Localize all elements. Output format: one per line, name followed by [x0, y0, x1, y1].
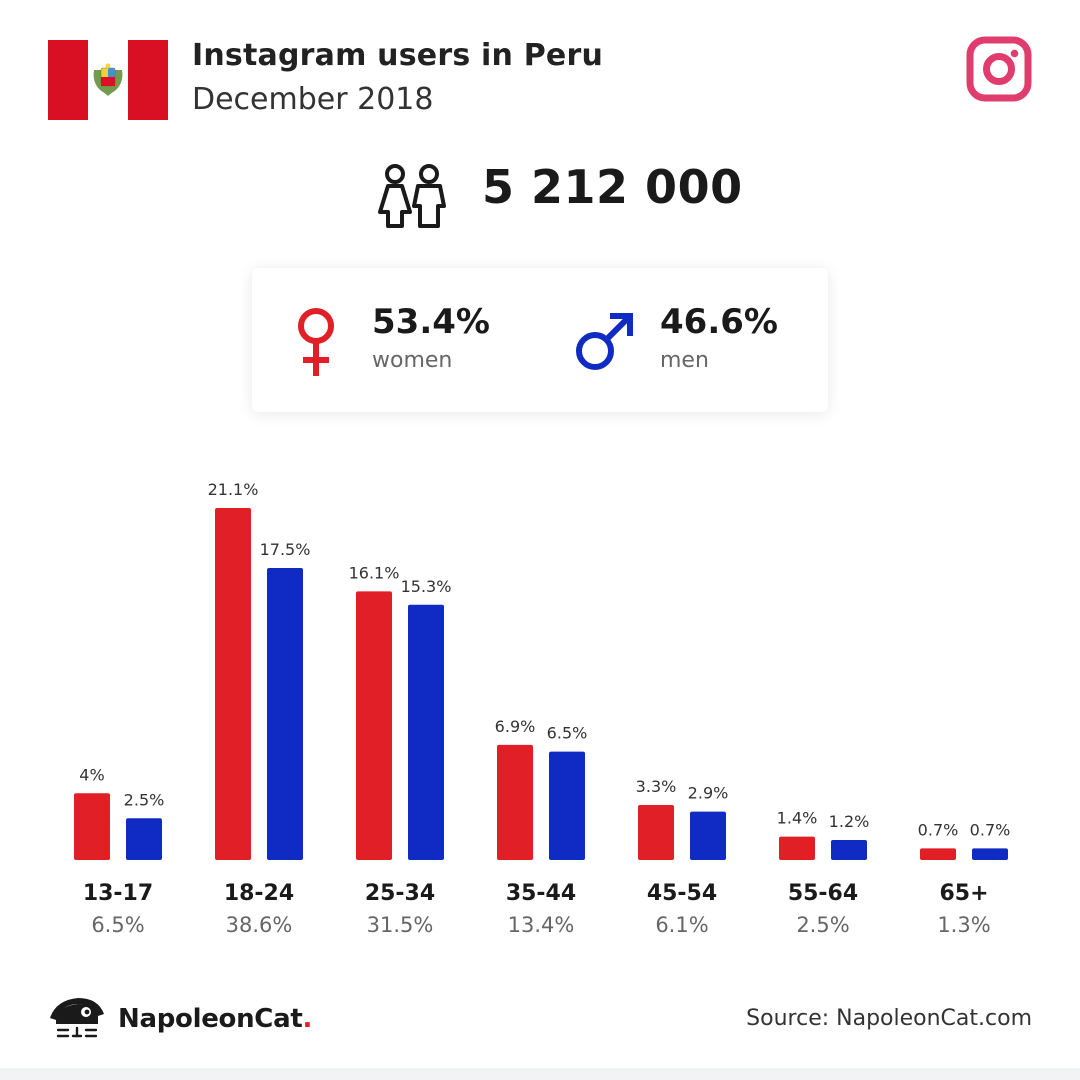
category-total-13-17: 6.5%: [91, 913, 144, 937]
data-label-women-18-24: 21.1%: [208, 480, 259, 499]
bar-women-13-17: [74, 793, 110, 860]
total-users-value: 5 212 000: [482, 160, 743, 214]
people-icon: [378, 164, 446, 228]
female-symbol-icon: [298, 308, 334, 376]
bar-men-18-24: [267, 568, 303, 860]
male-symbol-icon: [576, 313, 633, 370]
bar-men-65+: [972, 848, 1008, 860]
age-gender-bar-chart: 4% 2.5% 13-17 6.5% 21.1% 17.5% 18-24 38.6% 16.1%…: [74, 480, 1011, 937]
men-percent: 46.6%: [660, 302, 778, 342]
data-label-women-65+: 0.7%: [918, 820, 959, 839]
bar-women-35-44: [497, 744, 533, 860]
instagram-icon: [966, 36, 1032, 102]
data-label-men-55-64: 1.2%: [829, 812, 870, 831]
source-text: Source: NapoleonCat.com: [746, 1006, 1032, 1031]
brand-dot: .: [302, 1004, 313, 1034]
footer-band: [0, 1068, 1080, 1080]
bar-men-25-34: [408, 604, 444, 860]
women-percent: 53.4%: [372, 302, 490, 342]
category-total-18-24: 38.6%: [226, 913, 293, 937]
napoleoncat-logo-icon: [50, 998, 104, 1038]
bar-men-55-64: [831, 839, 867, 860]
bar-women-18-24: [215, 508, 251, 860]
chart-subtitle: December 2018: [192, 82, 434, 117]
bar-women-45-54: [638, 804, 674, 860]
chart-title: Instagram users in Peru: [192, 38, 604, 73]
category-label-13-17: 13-17: [83, 881, 153, 906]
category-label-45-54: 45-54: [647, 881, 717, 906]
brand-name-text: NapoleonCat: [118, 1004, 303, 1034]
category-total-35-44: 13.4%: [508, 913, 575, 937]
bar-women-65+: [920, 848, 956, 860]
peru-flag-icon: [48, 40, 168, 120]
category-label-18-24: 18-24: [224, 881, 294, 906]
data-label-men-25-34: 15.3%: [401, 577, 452, 596]
category-label-55-64: 55-64: [788, 881, 858, 906]
bar-men-35-44: [549, 751, 585, 860]
data-label-men-18-24: 17.5%: [260, 540, 311, 559]
data-label-men-35-44: 6.5%: [547, 724, 588, 743]
data-label-men-65+: 0.7%: [970, 820, 1011, 839]
data-label-women-45-54: 3.3%: [636, 777, 677, 796]
data-label-women-35-44: 6.9%: [495, 717, 536, 736]
category-label-65+: 65+: [939, 881, 988, 906]
bar-men-13-17: [126, 818, 162, 860]
category-label-25-34: 25-34: [365, 881, 435, 906]
women-label: women: [372, 348, 453, 373]
category-total-65+: 1.3%: [937, 913, 990, 937]
brand-name: NapoleonCat.: [118, 1004, 312, 1034]
bar-men-45-54: [690, 811, 726, 860]
category-total-55-64: 2.5%: [796, 913, 849, 937]
category-label-35-44: 35-44: [506, 881, 576, 906]
bar-women-55-64: [779, 836, 815, 860]
gender-split-card: 53.4% women 46.6% men: [252, 268, 828, 412]
bar-women-25-34: [356, 591, 392, 860]
data-label-men-45-54: 2.9%: [688, 784, 729, 803]
data-label-men-13-17: 2.5%: [124, 790, 165, 809]
data-label-women-13-17: 4%: [79, 765, 104, 784]
data-label-women-25-34: 16.1%: [349, 563, 400, 582]
category-total-25-34: 31.5%: [367, 913, 434, 937]
men-label: men: [660, 348, 709, 373]
category-total-45-54: 6.1%: [655, 913, 708, 937]
data-label-women-55-64: 1.4%: [777, 809, 818, 828]
